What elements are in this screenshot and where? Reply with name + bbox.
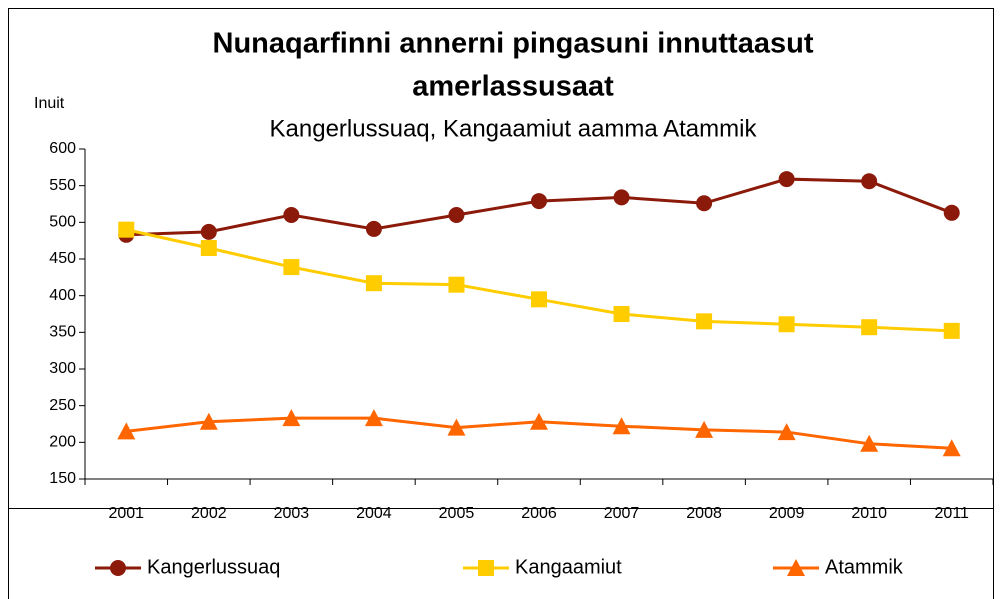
marker bbox=[861, 173, 878, 190]
marker bbox=[695, 420, 714, 438]
marker bbox=[531, 193, 547, 210]
y-tick-label: 450 bbox=[49, 250, 76, 267]
marker bbox=[447, 418, 466, 436]
x-tick-label: 2003 bbox=[274, 505, 310, 522]
x-tick-label: 2010 bbox=[851, 505, 887, 522]
marker bbox=[860, 434, 879, 452]
legend-label: Atammik bbox=[825, 556, 904, 578]
x-tick-label: 2009 bbox=[769, 505, 805, 522]
marker bbox=[200, 240, 217, 256]
y-tick-label: 400 bbox=[49, 287, 76, 304]
x-tick-label: 2008 bbox=[686, 505, 722, 522]
y-tick-label: 150 bbox=[49, 470, 76, 487]
marker bbox=[283, 259, 300, 276]
marker bbox=[283, 207, 300, 223]
y-tick-label: 550 bbox=[49, 177, 76, 194]
marker bbox=[696, 313, 713, 330]
x-tick-label: 2001 bbox=[108, 505, 144, 522]
y-axis-label: Inuit bbox=[34, 95, 65, 112]
marker bbox=[861, 319, 878, 336]
x-tick-label: 2006 bbox=[521, 505, 557, 522]
marker bbox=[942, 439, 961, 457]
marker bbox=[448, 207, 465, 223]
x-tick-label: 2002 bbox=[191, 505, 227, 522]
marker bbox=[613, 189, 630, 206]
y-tick-label: 600 bbox=[49, 140, 76, 157]
chart-subtitle: Kangerlussuaq, Kangaamiut aamma Atammik bbox=[270, 115, 758, 142]
y-tick-label: 300 bbox=[49, 360, 76, 377]
legend-box bbox=[8, 508, 994, 599]
marker bbox=[117, 422, 136, 440]
x-tick-label: 2007 bbox=[604, 505, 640, 522]
marker bbox=[110, 560, 126, 576]
chart-border bbox=[8, 8, 994, 599]
marker bbox=[612, 417, 631, 435]
y-tick-label: 250 bbox=[49, 397, 76, 414]
marker bbox=[199, 412, 218, 430]
marker bbox=[530, 412, 548, 430]
marker bbox=[778, 316, 795, 333]
chart-title: Nunaqarfinni annerni pingasuni innuttaas… bbox=[213, 28, 814, 60]
chart-title: amerlassusaat bbox=[412, 71, 614, 103]
marker bbox=[531, 291, 547, 308]
y-tick-label: 350 bbox=[49, 324, 76, 341]
marker bbox=[613, 306, 630, 322]
marker bbox=[448, 276, 465, 293]
marker bbox=[696, 195, 713, 212]
y-tick-label: 500 bbox=[49, 214, 76, 231]
marker bbox=[777, 423, 796, 441]
marker bbox=[943, 204, 960, 221]
marker bbox=[778, 171, 795, 188]
x-tick-label: 2005 bbox=[439, 505, 475, 522]
marker bbox=[118, 221, 135, 238]
marker bbox=[365, 220, 382, 237]
y-tick-label: 200 bbox=[49, 434, 76, 451]
marker bbox=[478, 560, 494, 576]
legend-label: Kangerlussuaq bbox=[147, 556, 280, 578]
marker bbox=[365, 275, 382, 292]
marker bbox=[364, 409, 383, 427]
marker bbox=[282, 409, 301, 427]
x-tick-label: 2011 bbox=[935, 505, 970, 522]
marker bbox=[787, 559, 805, 576]
x-tick-label: 2004 bbox=[356, 505, 392, 522]
legend-label: Kangaamiut bbox=[515, 556, 622, 578]
marker bbox=[943, 322, 960, 339]
marker bbox=[200, 223, 217, 240]
